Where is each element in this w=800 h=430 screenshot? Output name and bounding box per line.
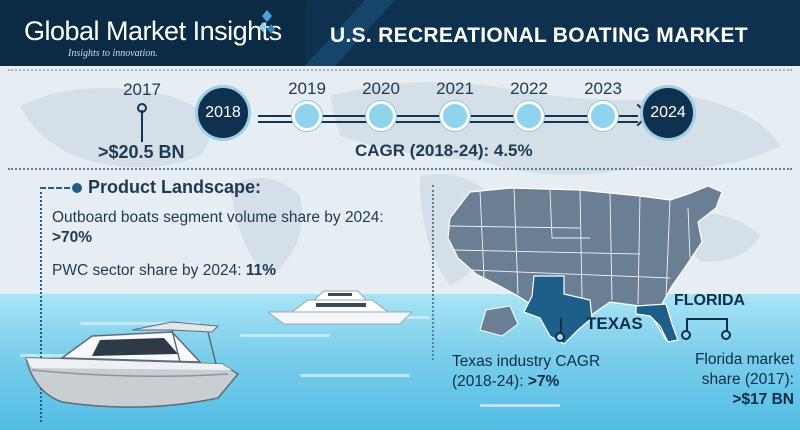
timeline-node — [366, 101, 396, 131]
year-2019: 2019 — [288, 79, 326, 98]
florida-pin-line — [686, 318, 688, 332]
year-2018: 2018 — [205, 104, 241, 121]
year-2020: 2020 — [362, 79, 400, 98]
header-wedge — [262, 0, 308, 66]
texas-cagr-value: >7% — [527, 373, 560, 390]
florida-share-line2: share (2017): — [701, 371, 794, 388]
timeline-node — [440, 101, 470, 131]
outboard-share-text: Outboard boats segment volume share by 2… — [52, 209, 384, 226]
column-divider — [432, 185, 434, 360]
year-2018-badge: 2018 — [195, 85, 251, 141]
pin-2017-icon — [137, 103, 147, 142]
wave — [20, 354, 80, 357]
landscape-connector-dash — [40, 187, 70, 189]
brand-logo: Global Market Insights — [24, 16, 282, 46]
landscape-connector-line — [40, 187, 42, 422]
top-divider — [8, 69, 792, 71]
pwc-share-value: 11% — [245, 262, 277, 279]
florida-state — [635, 303, 679, 343]
year-2024-badge: 2024 — [640, 85, 696, 141]
texas-label: TEXAS — [586, 314, 643, 333]
year-2022: 2022 — [510, 79, 548, 98]
florida-share-line1: Florida market — [694, 351, 794, 368]
texas-state — [523, 275, 593, 345]
timeline-node — [514, 101, 544, 131]
wave — [240, 334, 330, 337]
header-shading-icon — [305, 0, 395, 66]
year-2017: 2017 — [123, 80, 161, 99]
value-2017: >$20.5 BN — [98, 142, 185, 162]
wave — [480, 404, 560, 407]
diamond-logo-icon — [259, 10, 275, 34]
timeline-node — [588, 101, 618, 131]
texas-cagr-line2-wrap: (2018-24): >7% — [452, 372, 600, 392]
texas-cagr-line2: (2018-24): — [452, 373, 524, 390]
year-2021: 2021 — [436, 79, 474, 98]
page-title: U.S. RECREATIONAL BOATING MARKET — [330, 24, 748, 47]
texas-pin-icon — [555, 332, 565, 342]
texas-cagr-line1: Texas industry CAGR — [452, 353, 601, 370]
pwc-share-line: PWC sector share by 2024: 11% — [52, 262, 276, 280]
motorboat-icon — [25, 321, 240, 408]
year-2023: 2023 — [584, 79, 622, 98]
florida-pin-line — [686, 318, 726, 320]
cagr-text: CAGR (2018-24): 4.5% — [355, 141, 533, 160]
timeline-node — [292, 101, 322, 131]
texas-pin-line — [560, 318, 562, 334]
florida-pin-icon — [721, 330, 731, 340]
texas-cagr-text: Texas industry CAGR (2018-24): >7% — [452, 352, 600, 392]
florida-pin-line — [726, 318, 728, 332]
brand-tagline: Insights to innovation. — [68, 48, 158, 59]
yacht-icon — [266, 290, 414, 325]
florida-share-value: >$17 BN — [732, 391, 794, 408]
year-2024: 2024 — [650, 104, 686, 121]
florida-label: FLORIDA — [674, 292, 746, 309]
florida-share-text: Florida market share (2017): >$17 BN — [659, 350, 794, 410]
pwc-share-text: PWC sector share by 2024: — [52, 262, 242, 279]
section-divider — [8, 168, 792, 170]
header-logo-area — [0, 0, 305, 66]
wave — [80, 322, 200, 325]
florida-pin-icon — [681, 330, 691, 340]
product-landscape-title: Product Landscape: — [88, 177, 262, 197]
us-map-icon — [447, 185, 723, 345]
outboard-share-value: >70% — [52, 229, 93, 246]
header-title-bar — [305, 0, 800, 66]
wave — [300, 374, 410, 377]
landscape-bullet-icon — [72, 183, 82, 193]
